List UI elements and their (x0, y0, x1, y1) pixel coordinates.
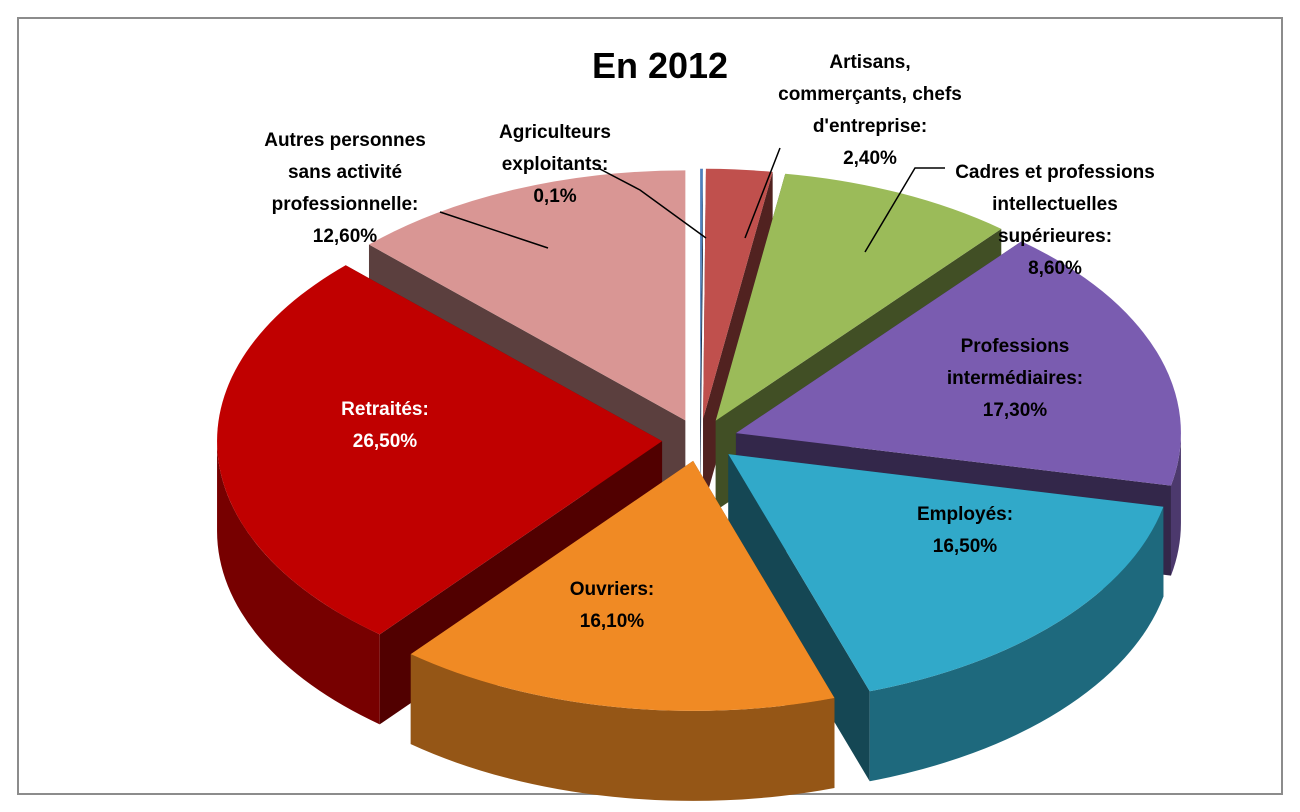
leader-line-7 (439, 211, 549, 249)
slice-label-3: Professions intermédiaires: 17,30% (947, 336, 1083, 421)
slice-label-line: Ouvriers: (570, 579, 654, 600)
slice-label-0: Agriculteurs exploitants: 0,1% (499, 122, 611, 207)
slice-top-face (715, 173, 1002, 421)
slice-label-line: Retraités: (341, 399, 429, 420)
pie-slices (217, 168, 1181, 801)
slice-label-line: Artisans, (829, 52, 910, 73)
slice-label-5: Ouvriers: 16,10% (570, 579, 654, 632)
slice-label-line: exploitants: (502, 154, 609, 175)
pie-slice-4 (728, 454, 1164, 782)
slice-outer-wall (410, 654, 835, 801)
chart-title: En 2012 (592, 45, 728, 86)
slice-label-7: Autres personnes sans activité professionn… (264, 130, 426, 247)
slice-outer-wall (869, 506, 1164, 782)
slice-label-line: 8,60% (1028, 258, 1082, 279)
slice-label-1: Artisans, commerçants, chefs d'entreprise:… (778, 52, 962, 169)
slice-label-line: 2,40% (843, 148, 897, 169)
slice-side-wall (700, 168, 703, 509)
pie-slice-5 (410, 460, 835, 801)
leader-lines (439, 147, 945, 253)
slice-label-line: Employés: (917, 504, 1013, 525)
slice-label-line: commerçants, chefs (778, 84, 962, 105)
slice-label-2: Cadres et professions intellectuelles supé… (955, 162, 1155, 279)
slice-label-line: sans activité (288, 162, 402, 183)
slice-label-line: professionnelle: (272, 194, 419, 215)
slice-outer-wall (1170, 433, 1181, 576)
slice-label-line: Professions (961, 336, 1070, 357)
slice-top-face (703, 168, 773, 419)
slice-label-line: 17,30% (983, 400, 1048, 421)
slice-outer-wall (217, 441, 380, 725)
leader-line-1 (744, 147, 781, 239)
slice-label-line: 26,50% (353, 431, 418, 452)
slice-label-line: 12,60% (313, 226, 378, 247)
slice-top-face (368, 170, 686, 421)
slice-label-line: 16,50% (933, 536, 998, 557)
slice-top-face (410, 460, 835, 711)
slice-label-line: 0,1% (533, 186, 576, 207)
slice-label-line: Agriculteurs (499, 122, 611, 143)
slice-top-face (700, 168, 703, 419)
leader-line-0 (597, 167, 707, 239)
slice-label-line: Cadres et professions (955, 162, 1155, 183)
slice-top-face (217, 265, 663, 635)
slice-top-face (735, 241, 1181, 486)
slice-label-6: Retraités: 26,50% (341, 399, 429, 452)
slice-label-line: 16,10% (580, 611, 645, 632)
slice-label-line: intermédiaires: (947, 368, 1083, 389)
slice-label-line: intellectuelles (992, 194, 1118, 215)
leader-line-2 (864, 167, 945, 253)
slice-label-line: supérieures: (998, 226, 1112, 247)
slice-label-4: Employés: 16,50% (917, 504, 1013, 557)
slice-top-face (728, 454, 1164, 692)
slice-label-line: d'entreprise: (813, 116, 927, 137)
slice-labels: Agriculteurs exploitants: 0,1% Artisans, com… (264, 52, 1155, 632)
pie-slice-0 (700, 168, 703, 509)
slice-label-line: Autres personnes (264, 130, 426, 151)
